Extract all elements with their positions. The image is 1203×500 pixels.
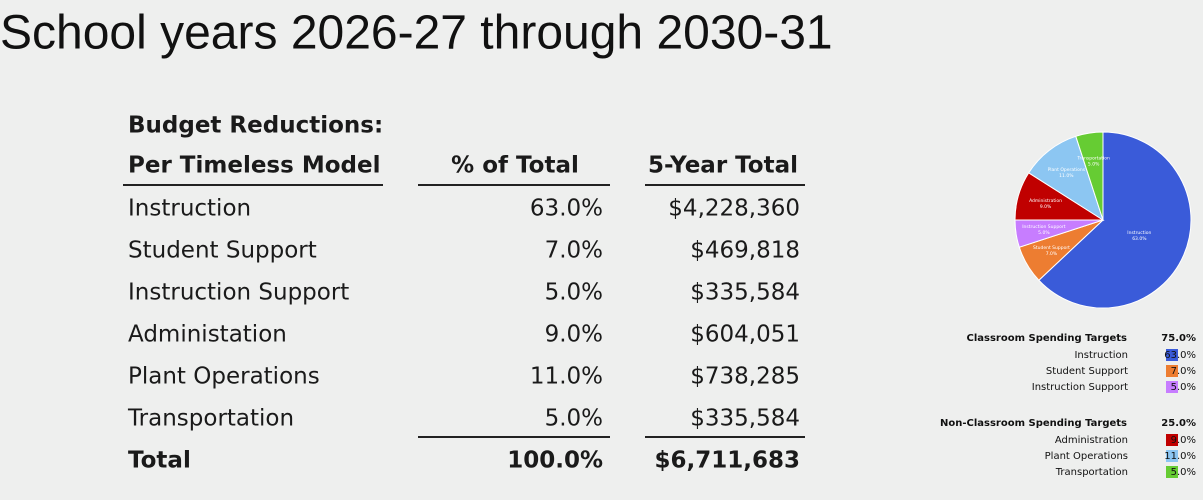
- table-cell: $4,228,360: [668, 196, 800, 222]
- table-cell: Instruction: [128, 196, 251, 222]
- table-cell: Plant Operations: [128, 364, 320, 390]
- table-cell: 7.0%: [545, 238, 603, 264]
- table-caption: Budget Reductions:: [128, 113, 383, 139]
- table-cell: 5.0%: [545, 280, 603, 306]
- slice-value: 5.0%: [1038, 230, 1050, 236]
- slice-label: Transportation: [1076, 155, 1110, 161]
- pie-slice: [1038, 131, 1192, 309]
- table-cell: $335,584: [690, 280, 800, 306]
- slice-label: Instruction: [1127, 230, 1151, 236]
- legend-swatch: [1166, 450, 1178, 462]
- table-cell: $604,051: [690, 322, 800, 348]
- legend-swatch: [1166, 365, 1178, 377]
- legend-label: Instruction: [1074, 350, 1128, 361]
- slice-label: Administration: [1029, 198, 1062, 204]
- legend-value: 63.0%: [1164, 350, 1196, 361]
- table-cell: 63.0%: [530, 196, 603, 222]
- table-cell: Administation: [128, 322, 287, 348]
- slice-label: Student Support: [1033, 245, 1070, 251]
- table-cell: Student Support: [128, 238, 317, 264]
- legend-swatch: [1166, 349, 1178, 361]
- table: Per Timeless Model % of Total 5-Year Total…: [123, 153, 805, 474]
- legend-label: Instruction Support: [1032, 382, 1128, 393]
- legend-label: Transportation: [1055, 467, 1128, 478]
- legend-group-title: Non-Classroom Spending Targets: [940, 418, 1127, 429]
- column-header: % of Total: [451, 153, 579, 179]
- column-header: 5-Year Total: [648, 153, 798, 179]
- table-cell: $738,285: [690, 364, 800, 390]
- slice-value: 11.0%: [1059, 173, 1074, 179]
- legend-swatch: [1166, 466, 1178, 478]
- legend-label: Administration: [1055, 435, 1128, 446]
- legend-label: Plant Operations: [1045, 451, 1128, 462]
- legend-value: 7.0%: [1171, 366, 1196, 377]
- pie-slice: [1075, 131, 1104, 221]
- slice-value: 5.0%: [1088, 161, 1100, 167]
- column-header: Per Timeless Model: [128, 153, 380, 179]
- slice-value: 7.0%: [1046, 251, 1058, 257]
- table-cell: Transportation: [127, 406, 294, 432]
- slice-value: 63.0%: [1132, 236, 1147, 242]
- legend-swatch: [1166, 434, 1178, 446]
- slide-title: School years 2026-27 through 2030-31: [0, 7, 833, 60]
- total-cell: $6,711,683: [654, 448, 800, 474]
- legend-value: 5.0%: [1171, 467, 1196, 478]
- legend-swatch: [1166, 381, 1178, 393]
- legend-label: Student Support: [1046, 366, 1128, 377]
- legend-group-value: 25.0%: [1161, 418, 1196, 429]
- legend-group-title: Classroom Spending Targets: [967, 333, 1128, 344]
- slice-label: Instruction Support: [1022, 224, 1066, 230]
- legend-value: 9.0%: [1171, 435, 1196, 446]
- table-cell: 11.0%: [530, 364, 603, 390]
- slice-value: 9.0%: [1040, 204, 1052, 210]
- legend-value: 5.0%: [1171, 382, 1196, 393]
- table-cell: $469,818: [690, 238, 800, 264]
- legend-group-value: 75.0%: [1161, 333, 1196, 344]
- table-cell: 9.0%: [545, 322, 603, 348]
- table-cell: Instruction Support: [128, 280, 349, 306]
- slice-label: Plant Operations: [1048, 167, 1086, 173]
- table-cell: $335,584: [690, 406, 800, 432]
- total-cell: 100.0%: [507, 448, 603, 474]
- total-cell: Total: [128, 448, 191, 474]
- table-cell: 5.0%: [545, 406, 603, 432]
- legend-value: 11.0%: [1164, 451, 1196, 462]
